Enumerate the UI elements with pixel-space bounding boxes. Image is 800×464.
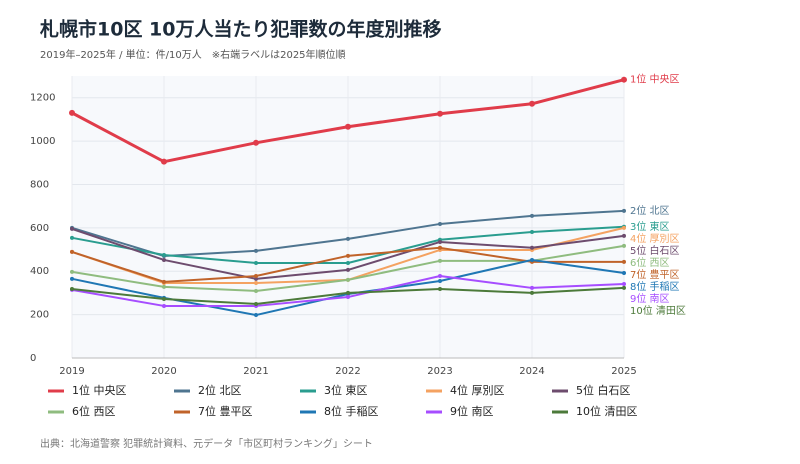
point xyxy=(438,258,442,263)
point xyxy=(254,301,258,306)
end-label: 6位 西区 xyxy=(630,256,670,269)
x-tick-label: 2025 xyxy=(611,366,636,377)
point xyxy=(622,282,626,287)
point xyxy=(70,235,74,240)
point xyxy=(346,236,350,241)
point xyxy=(70,249,74,254)
end-label: 2位 北区 xyxy=(630,204,670,217)
y-tick-label: 800 xyxy=(30,179,49,190)
chart-subtitle: 2019年–2025年 / 単位：件/10万人 ※右端ラベルは2025年順位順 xyxy=(40,48,346,61)
end-label: 5位 白石区 xyxy=(630,244,680,257)
legend-label: 5位 白石区 xyxy=(576,383,631,397)
point xyxy=(346,295,350,300)
x-tick-label: 2024 xyxy=(519,366,544,377)
point xyxy=(254,274,258,279)
point xyxy=(162,303,166,308)
point xyxy=(346,253,350,258)
point xyxy=(254,288,258,293)
legend-label: 3位 東区 xyxy=(324,383,368,397)
x-tick-label: 2019 xyxy=(59,366,84,377)
point xyxy=(346,290,350,295)
y-tick-label: 1000 xyxy=(30,136,55,147)
point xyxy=(69,109,75,116)
legend-label: 6位 西区 xyxy=(72,404,116,418)
point xyxy=(162,257,166,262)
point xyxy=(530,285,534,290)
point xyxy=(162,252,166,257)
point xyxy=(438,278,442,283)
point xyxy=(345,123,351,130)
point xyxy=(438,274,442,279)
point xyxy=(438,221,442,226)
point xyxy=(622,285,626,290)
point xyxy=(437,110,443,117)
point xyxy=(622,270,626,275)
point xyxy=(530,245,534,250)
point xyxy=(438,287,442,292)
y-tick-label: 200 xyxy=(30,310,49,321)
point xyxy=(346,267,350,272)
point xyxy=(254,280,258,285)
point xyxy=(253,139,259,146)
chart-title: 札幌市10区 10万人当たり犯罪数の年度別推移 xyxy=(39,18,442,41)
legend-label: 4位 厚別区 xyxy=(450,383,505,397)
legend-label: 2位 北区 xyxy=(198,383,242,397)
legend-label: 10位 清田区 xyxy=(576,404,638,418)
legend-label: 9位 南区 xyxy=(450,404,494,418)
y-tick-label: 600 xyxy=(30,223,49,234)
end-label: 3位 東区 xyxy=(630,220,670,233)
y-tick-label: 400 xyxy=(30,266,49,277)
point xyxy=(254,260,258,265)
legend-label: 7位 豊平区 xyxy=(198,404,253,418)
point xyxy=(254,276,258,281)
y-tick-label: 0 xyxy=(30,353,36,364)
point xyxy=(162,279,166,284)
x-tick-label: 2020 xyxy=(151,366,176,377)
end-label: 9位 南区 xyxy=(630,292,670,305)
point xyxy=(162,284,166,289)
point xyxy=(622,225,626,230)
point xyxy=(70,287,74,292)
legend-label: 8位 手稲区 xyxy=(324,404,379,418)
y-tick-label: 1200 xyxy=(30,93,55,104)
point xyxy=(622,259,626,264)
point xyxy=(162,296,166,301)
end-label: 1位 中央区 xyxy=(630,73,680,86)
point xyxy=(70,269,74,274)
point xyxy=(622,208,626,213)
point xyxy=(530,290,534,295)
end-label: 7位 豊平区 xyxy=(630,268,680,281)
point xyxy=(622,243,626,248)
point xyxy=(438,239,442,244)
x-tick-label: 2022 xyxy=(335,366,360,377)
point xyxy=(621,76,627,83)
point xyxy=(161,158,167,165)
end-label: 8位 手稲区 xyxy=(630,280,680,293)
end-label: 10位 清田区 xyxy=(630,304,686,317)
source-note: 出典：北海道警察 犯罪統計資料、元データ「市区町村ランキング」シート xyxy=(40,437,373,450)
point xyxy=(70,276,74,281)
x-tick-label: 2023 xyxy=(427,366,452,377)
point xyxy=(529,100,535,107)
legend-label: 1位 中央区 xyxy=(72,383,127,397)
point xyxy=(70,226,74,231)
point xyxy=(254,313,258,318)
point xyxy=(438,245,442,250)
point xyxy=(530,257,534,262)
x-tick-label: 2021 xyxy=(243,366,268,377)
point xyxy=(622,233,626,238)
point xyxy=(346,260,350,265)
point xyxy=(530,213,534,218)
point xyxy=(254,248,258,253)
point xyxy=(346,277,350,282)
end-label: 4位 厚別区 xyxy=(630,232,680,245)
point xyxy=(530,229,534,234)
